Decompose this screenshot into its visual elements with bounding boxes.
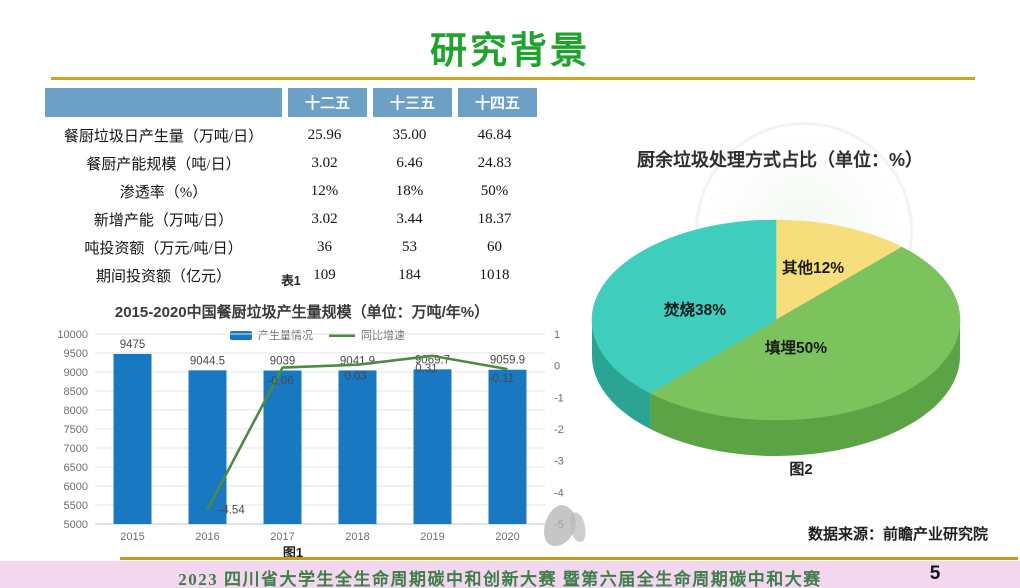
svg-text:9500: 9500 xyxy=(64,348,88,360)
svg-text:0.03: 0.03 xyxy=(344,371,366,383)
legend-line-label: 同比增速 xyxy=(361,330,405,342)
pie-chart-title: 厨余垃圾处理方式占比（单位：%） xyxy=(636,150,923,170)
svg-text:9044.5: 9044.5 xyxy=(190,355,225,367)
table-row-label: 吨投资额（万元/吨/日） xyxy=(84,240,243,257)
svg-text:-1: -1 xyxy=(554,392,564,404)
table-cell: 46.84 xyxy=(477,126,512,143)
table-cell: 60 xyxy=(487,238,502,255)
table-cell: 53 xyxy=(402,238,417,255)
pie-chart xyxy=(591,219,961,456)
page-number: 5 xyxy=(929,563,941,584)
table-period-header: 十三五 xyxy=(367,88,452,117)
table-cell: 184 xyxy=(398,266,421,283)
svg-text:-3: -3 xyxy=(554,456,564,468)
table-cell: 18.37 xyxy=(477,210,512,227)
pie-label-landfill: 填埋50% xyxy=(765,340,828,357)
svg-text:2017: 2017 xyxy=(270,531,294,543)
table-corner-header xyxy=(45,88,282,117)
table-row-label: 餐厨产能规模（吨/日） xyxy=(86,156,241,173)
table-row-label: 餐厨垃圾日产生量（万吨/日） xyxy=(63,128,264,145)
svg-text:9059.9: 9059.9 xyxy=(490,355,525,367)
table-body: 餐厨垃圾日产生量（万吨/日） 25.96 35.00 46.84 餐厨产能规模（吨/日）… xyxy=(45,117,537,289)
table-header: 十二五 十三五 十四五 xyxy=(45,88,537,117)
table-cell: 3.02 xyxy=(311,154,338,171)
table-cell: 12% xyxy=(310,182,339,199)
svg-text:2020: 2020 xyxy=(495,531,519,543)
svg-text:1: 1 xyxy=(554,329,560,341)
summary-table: 十二五 十三五 十四五 餐厨垃圾日产生量（万吨/日） 25.96 35.00 46.84 餐… xyxy=(45,88,537,289)
table-cell: 35.00 xyxy=(392,126,427,143)
table-cell: 109 xyxy=(313,266,336,283)
table-period-header: 十四五 xyxy=(452,88,537,117)
legend-bar-label: 产生量情况 xyxy=(258,330,313,342)
svg-text:6000: 6000 xyxy=(64,481,88,493)
table-cell: 50% xyxy=(480,182,509,199)
legend-bar-swatch xyxy=(230,330,252,340)
svg-text:-4.54: -4.54 xyxy=(219,504,246,516)
bar-chart-caption: 图1 xyxy=(282,545,304,560)
page-title: 研究背景 xyxy=(430,30,590,71)
table-cell: 3.44 xyxy=(396,210,423,227)
svg-text:10000: 10000 xyxy=(57,329,88,341)
svg-text:2016: 2016 xyxy=(195,531,219,543)
table-period-header: 十二五 xyxy=(282,88,367,117)
footer-divider xyxy=(120,557,1018,560)
svg-text:5500: 5500 xyxy=(64,500,88,512)
svg-text:2019: 2019 xyxy=(420,531,444,543)
svg-text:9039: 9039 xyxy=(270,356,296,368)
table-cell: 1018 xyxy=(479,266,510,283)
svg-text:-2: -2 xyxy=(554,424,564,436)
svg-text:8000: 8000 xyxy=(64,405,88,417)
table-row-label: 渗透率（%） xyxy=(119,184,208,201)
table-caption: 表1 xyxy=(281,274,301,288)
svg-text:7000: 7000 xyxy=(64,443,88,455)
svg-text:8500: 8500 xyxy=(64,386,88,398)
svg-text:0.31: 0.31 xyxy=(415,363,437,375)
table-cell: 25.96 xyxy=(307,126,342,143)
table-row: 餐厨垃圾日产生量（万吨/日） 25.96 35.00 46.84 xyxy=(45,117,537,149)
bar-chart-legend: 产生量情况 同比增速 xyxy=(230,327,405,343)
title-underline xyxy=(51,77,975,80)
table-row-label: 新增产能（万吨/日） xyxy=(93,212,234,229)
table-row: 餐厨产能规模（吨/日） 3.02 6.46 24.83 xyxy=(45,149,537,177)
pie-label-incineration: 焚烧38% xyxy=(664,302,727,319)
footer-text: 2023 四川省大学生全生命周期碳中和创新大赛 暨第六届全生命周期碳中和大赛 xyxy=(178,570,822,588)
svg-text:-4: -4 xyxy=(554,487,564,499)
svg-text:7500: 7500 xyxy=(64,424,88,436)
summary-table-wrap: 十二五 十三五 十四五 餐厨垃圾日产生量（万吨/日） 25.96 35.00 46.84 餐… xyxy=(45,88,537,289)
table-cell: 3.02 xyxy=(311,210,338,227)
table-cell: 24.83 xyxy=(477,154,512,171)
legend-line-swatch xyxy=(329,333,355,337)
footer-bar xyxy=(0,561,1020,588)
svg-text:6500: 6500 xyxy=(64,462,88,474)
table-row: 期间投资额（亿元） 109 184 1018 xyxy=(45,261,537,289)
data-source-note: 数据来源：前瞻产业研究院 xyxy=(807,526,988,543)
table-row-label: 期间投资额（亿元） xyxy=(95,268,231,285)
table-cell: 18% xyxy=(395,182,424,199)
table-row: 新增产能（万吨/日） 3.02 3.44 18.37 xyxy=(45,205,537,233)
table-cell: 6.46 xyxy=(396,154,423,171)
svg-text:5000: 5000 xyxy=(64,519,88,531)
pie-label-other: 其他12% xyxy=(782,260,845,277)
svg-text:-0.11: -0.11 xyxy=(489,373,514,385)
bar-chart: 5000 5500 6000 6500 7000 7500 8000 8500 9000 9500… xyxy=(57,329,564,543)
svg-text:2018: 2018 xyxy=(345,531,369,543)
table-cell: 36 xyxy=(317,238,332,255)
svg-text:9475: 9475 xyxy=(120,339,146,351)
svg-text:-0.06: -0.06 xyxy=(267,376,293,388)
svg-text:9000: 9000 xyxy=(64,367,88,379)
table-row: 渗透率（%） 12% 18% 50% xyxy=(45,177,537,205)
svg-text:0: 0 xyxy=(554,361,560,373)
bar-chart-title: 2015-2020中国餐厨垃圾产生量规模（单位：万吨/年%） xyxy=(114,304,490,321)
table-row: 吨投资额（万元/吨/日） 36 53 60 xyxy=(45,233,537,261)
pie-chart-caption: 图2 xyxy=(789,461,813,478)
svg-text:2015: 2015 xyxy=(120,531,144,543)
